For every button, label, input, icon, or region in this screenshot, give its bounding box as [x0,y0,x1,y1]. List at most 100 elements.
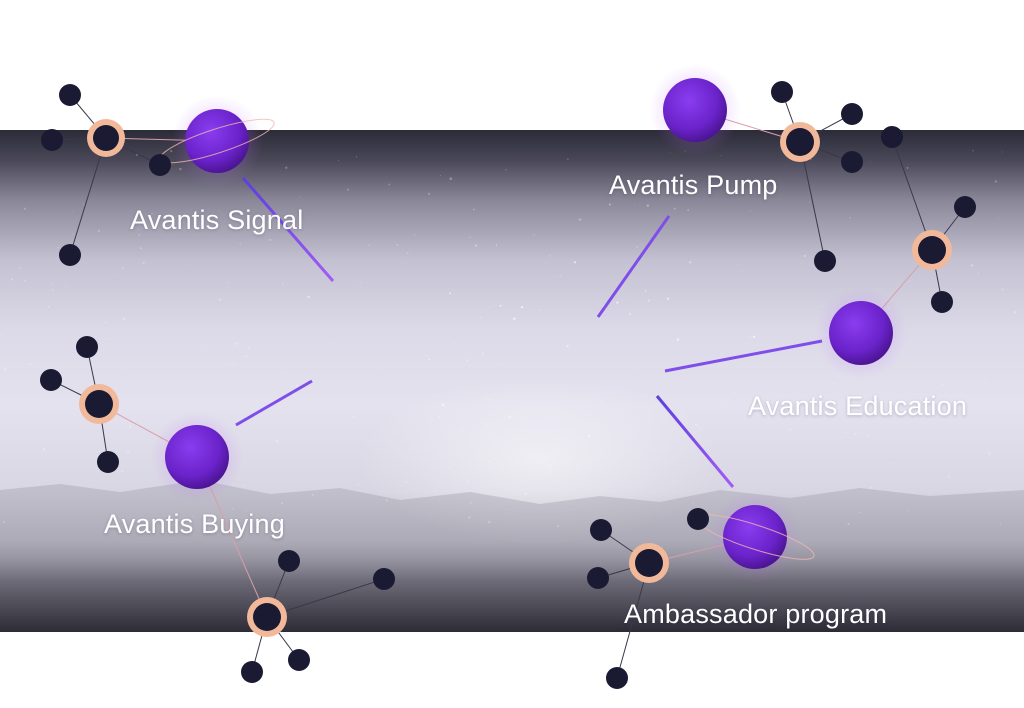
star [357,483,360,486]
star [694,423,698,426]
satellite-node [841,151,863,173]
star [385,499,388,502]
star [192,515,194,517]
star [57,246,59,249]
star [252,436,254,438]
star [901,380,903,382]
star [869,161,871,163]
star [540,309,542,311]
star [573,261,577,264]
star [548,255,551,257]
star [29,363,32,366]
hub-node[interactable] [786,128,814,156]
star [247,347,250,350]
buying-planet[interactable] [165,425,229,489]
star [438,415,441,418]
star [540,507,542,509]
star [42,447,46,451]
star [911,404,913,407]
star [18,266,21,269]
star [752,335,756,339]
star [24,279,27,282]
star [428,358,431,361]
star [854,432,857,435]
star [499,304,502,307]
star [749,336,751,338]
star [239,242,241,245]
star [999,523,1002,525]
star [520,306,524,309]
star [867,434,870,437]
satellite-node [40,369,62,391]
hub-node[interactable] [253,603,281,631]
hub-node[interactable] [635,549,663,577]
satellite-node [606,667,628,689]
star [984,380,986,383]
star [275,440,278,443]
star [139,247,142,250]
star [629,313,631,315]
signal-connector-beam [241,177,335,282]
star [272,512,274,514]
education-planet[interactable] [829,301,893,365]
hub-node[interactable] [918,236,946,264]
star [513,317,516,320]
star [126,450,130,453]
label-ambassador-program[interactable]: Ambassador program [624,599,888,629]
hub-node[interactable] [93,125,119,151]
star [569,364,571,367]
star [849,217,851,219]
label-avantis-buying[interactable]: Avantis Buying [104,509,285,539]
star [798,412,800,414]
star [997,216,999,219]
star [245,355,248,358]
star [633,203,635,205]
ambassador-planet[interactable] [723,505,787,569]
label-avantis-education[interactable]: Avantis Education [748,391,968,421]
star [651,398,653,400]
label-avantis-pump[interactable]: Avantis Pump [609,170,778,200]
star [78,484,80,486]
satellite-node [59,244,81,266]
star [406,257,408,259]
star [108,337,111,340]
hub-node[interactable] [85,390,113,418]
star [299,196,301,198]
satellite-node [76,336,98,358]
star [104,321,107,324]
star [0,334,1,336]
star [516,437,519,440]
star [449,292,451,295]
star [495,244,498,246]
star [83,204,85,206]
satellite-node [587,567,609,589]
star [245,509,247,512]
star [487,398,489,401]
satellite-node [288,649,310,671]
star [501,362,503,364]
star [441,403,445,407]
star [808,201,811,203]
star [173,523,176,526]
label-avantis-signal[interactable]: Avantis Signal [130,205,304,235]
star [994,180,997,183]
star [459,477,462,480]
signal-planet[interactable] [185,109,249,173]
star [727,405,729,407]
pump-planet[interactable] [663,78,727,142]
star [675,479,677,482]
satellite-node [881,126,903,148]
pump-connector-beam [596,215,671,318]
satellite-node [771,81,793,103]
star [906,166,909,169]
star [479,316,482,319]
star [524,492,528,496]
star [453,358,455,360]
star [475,244,478,247]
star [672,481,674,483]
star [559,274,561,277]
star [269,238,272,241]
ambassador-cluster [587,395,815,689]
star [253,333,255,334]
star [658,506,660,508]
